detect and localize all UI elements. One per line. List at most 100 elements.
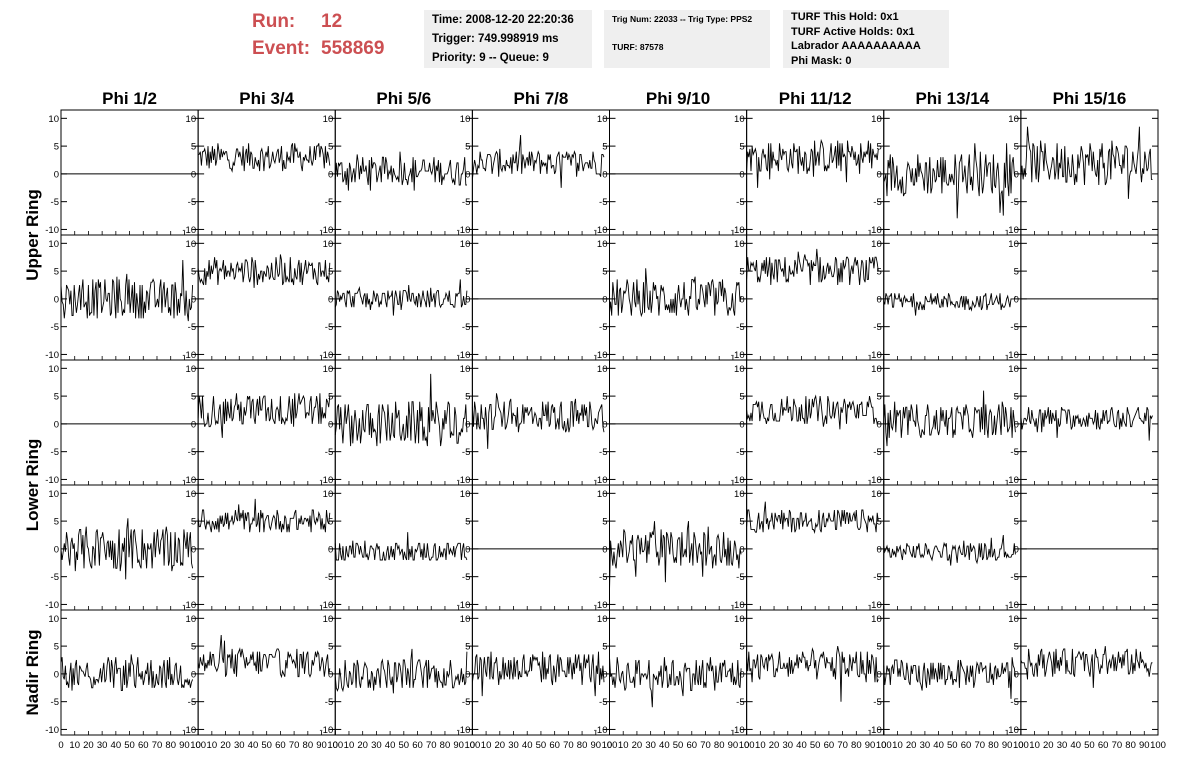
y-tick-label: 0 bbox=[876, 669, 881, 680]
y-tick-label: 0 bbox=[191, 419, 196, 430]
y-tick-label: 5 bbox=[602, 392, 607, 403]
y-tick-label: 5 bbox=[54, 642, 59, 653]
y-tick-label: 10 bbox=[48, 364, 59, 375]
x-tick-label: 60 bbox=[824, 740, 835, 751]
x-tick-label: 70 bbox=[974, 740, 985, 751]
y-tick-label: -5 bbox=[1010, 322, 1018, 333]
column-header: Phi 11/12 bbox=[779, 89, 852, 108]
y-tick-label: 10 bbox=[186, 614, 197, 625]
waveform-trace bbox=[334, 279, 468, 316]
y-tick-label: 0 bbox=[1014, 669, 1019, 680]
waveform-trace bbox=[197, 498, 331, 533]
x-tick-label: 20 bbox=[83, 740, 94, 751]
x-tick-label: 10 bbox=[69, 740, 80, 751]
y-tick-label: -5 bbox=[1010, 572, 1018, 583]
waveform-trace bbox=[471, 134, 605, 188]
y-tick-label: 10 bbox=[871, 239, 882, 250]
y-tick-label: -5 bbox=[188, 322, 196, 333]
x-tick-label: 40 bbox=[522, 740, 533, 751]
x-tick-label: 70 bbox=[1112, 740, 1123, 751]
waveform-trace bbox=[609, 521, 742, 591]
y-tick-label: 10 bbox=[186, 239, 197, 250]
y-tick-label: 0 bbox=[739, 169, 744, 180]
y-tick-label: 10 bbox=[597, 114, 608, 125]
y-tick-label: -10 bbox=[868, 350, 882, 361]
y-tick-label: 5 bbox=[191, 392, 196, 403]
waveform-panel bbox=[197, 109, 336, 236]
y-tick-label: -10 bbox=[1005, 225, 1019, 236]
waveform-trace bbox=[609, 657, 742, 708]
y-tick-label: 10 bbox=[597, 614, 608, 625]
y-tick-label: 0 bbox=[328, 169, 333, 180]
waveform-panel bbox=[197, 609, 336, 736]
y-tick-label: 10 bbox=[186, 364, 197, 375]
x-tick-label: 100 bbox=[876, 740, 892, 751]
event-label: Event: bbox=[252, 38, 311, 59]
x-tick-label: 50 bbox=[673, 740, 684, 751]
time-trigger-panel: Time: 2008-12-20 22:20:36 Trigger: 749.9… bbox=[424, 10, 592, 68]
x-tick-label: 40 bbox=[248, 740, 259, 751]
y-tick-label: 5 bbox=[1014, 267, 1019, 278]
y-tick-label: 0 bbox=[191, 544, 196, 555]
x-tick-label: 90 bbox=[865, 740, 876, 751]
x-tick-label: 40 bbox=[385, 740, 396, 751]
y-tick-label: -10 bbox=[594, 725, 608, 736]
y-tick-label: -5 bbox=[188, 697, 196, 708]
y-tick-label: -10 bbox=[1005, 475, 1019, 486]
y-tick-label: 10 bbox=[597, 239, 608, 250]
y-tick-label: -10 bbox=[731, 600, 745, 611]
y-tick-label: -10 bbox=[594, 475, 608, 486]
x-tick-label: 60 bbox=[138, 740, 149, 751]
y-tick-label: 5 bbox=[1014, 142, 1019, 153]
y-tick-label: 0 bbox=[1014, 169, 1019, 180]
x-tick-label: 20 bbox=[357, 740, 368, 751]
x-tick-label: 50 bbox=[261, 740, 272, 751]
waveform-panel bbox=[746, 609, 885, 736]
y-tick-label: 0 bbox=[739, 669, 744, 680]
y-tick-label: 10 bbox=[734, 114, 745, 125]
x-tick-label: 80 bbox=[714, 740, 725, 751]
y-tick-label: 0 bbox=[191, 169, 196, 180]
row-group-label: Lower Ring bbox=[23, 439, 42, 532]
y-tick-label: 0 bbox=[602, 419, 607, 430]
y-tick-label: 0 bbox=[191, 294, 196, 305]
run-label: Run: bbox=[252, 11, 296, 32]
y-tick-label: 5 bbox=[328, 642, 333, 653]
x-tick-label: 80 bbox=[303, 740, 314, 751]
y-tick-label: 10 bbox=[871, 614, 882, 625]
y-tick-label: 0 bbox=[876, 544, 881, 555]
y-tick-label: 5 bbox=[602, 517, 607, 528]
x-tick-label: 0 bbox=[470, 740, 475, 751]
y-tick-label: 10 bbox=[186, 489, 197, 500]
y-tick-label: 10 bbox=[1008, 489, 1019, 500]
x-tick-label: 80 bbox=[440, 740, 451, 751]
y-tick-label: -5 bbox=[325, 697, 333, 708]
y-tick-label: -5 bbox=[51, 322, 59, 333]
y-tick-label: -5 bbox=[325, 572, 333, 583]
y-tick-label: 5 bbox=[191, 517, 196, 528]
x-tick-label: 10 bbox=[207, 740, 218, 751]
y-tick-label: 5 bbox=[465, 642, 470, 653]
y-tick-label: -5 bbox=[599, 322, 607, 333]
y-tick-label: 0 bbox=[602, 544, 607, 555]
y-tick-label: 0 bbox=[876, 419, 881, 430]
y-tick-label: 5 bbox=[1014, 392, 1019, 403]
x-tick-label: 30 bbox=[234, 740, 245, 751]
y-tick-label: -5 bbox=[188, 197, 196, 208]
x-tick-label: 0 bbox=[333, 740, 338, 751]
y-tick-label: -5 bbox=[188, 572, 196, 583]
this-hold-text: TURF This Hold: 0x1 bbox=[791, 11, 899, 23]
x-tick-label: 100 bbox=[739, 740, 755, 751]
waveform-trace bbox=[334, 151, 467, 191]
y-tick-label: -10 bbox=[320, 350, 334, 361]
y-tick-label: -5 bbox=[325, 322, 333, 333]
y-tick-label: -5 bbox=[462, 447, 470, 458]
y-tick-label: 5 bbox=[54, 392, 59, 403]
waveform-trace bbox=[197, 393, 331, 438]
x-tick-label: 80 bbox=[165, 740, 176, 751]
x-tick-label: 80 bbox=[1125, 740, 1136, 751]
waveform-trace bbox=[883, 293, 1016, 316]
y-tick-label: 5 bbox=[876, 142, 881, 153]
x-tick-label: 100 bbox=[1150, 740, 1166, 751]
waveform-panel bbox=[883, 109, 1022, 236]
